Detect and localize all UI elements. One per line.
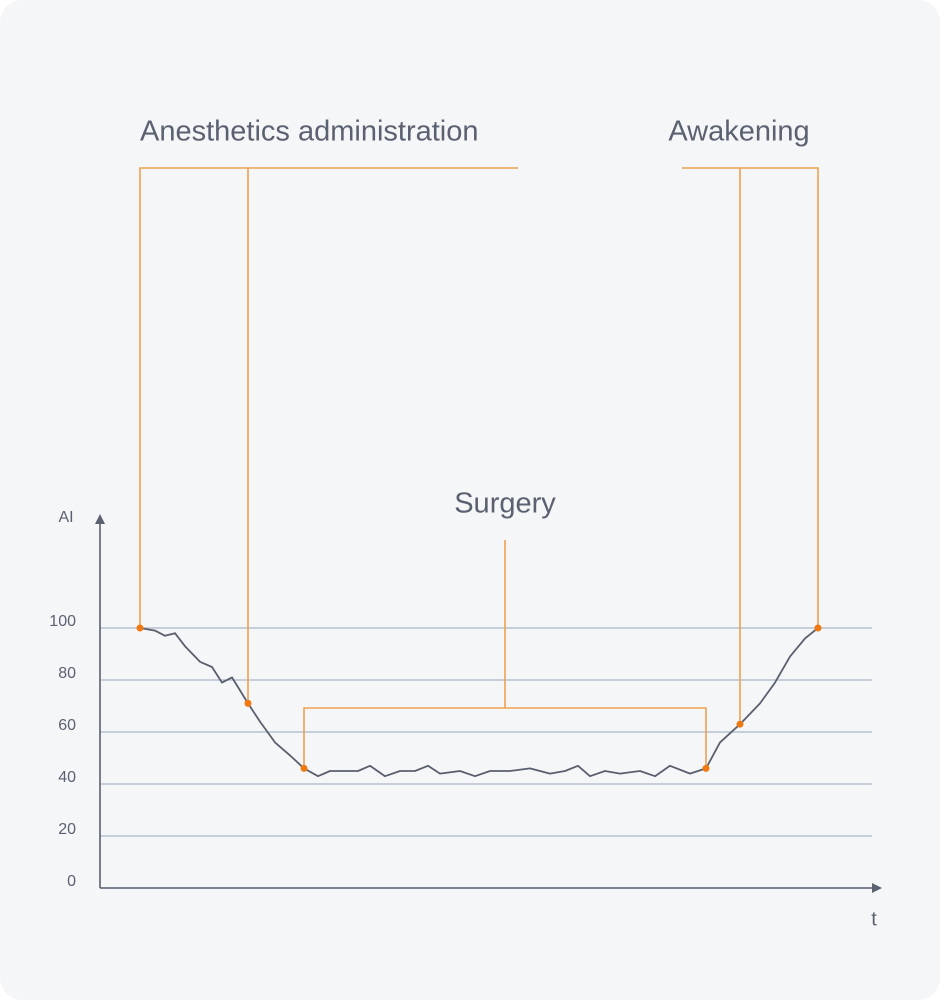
y-tick-label: 20 <box>58 821 76 838</box>
data-line <box>139 627 819 778</box>
event-marker <box>244 699 252 707</box>
x-axis-label: t <box>871 908 877 930</box>
annotations: Anesthetics administration Surgery Awakeni… <box>139 116 819 769</box>
event-marker <box>736 720 744 728</box>
event-marker <box>702 764 710 772</box>
event-marker <box>300 764 308 772</box>
plot <box>136 624 822 778</box>
event-marker <box>136 624 144 632</box>
bracket <box>303 540 707 769</box>
y-tick-label: 40 <box>58 769 76 786</box>
bracket <box>139 167 518 704</box>
event-marker <box>814 624 822 632</box>
annotation-label: Anesthetics administration <box>140 116 479 148</box>
y-tick-label: 100 <box>49 613 76 630</box>
y-axis-arrow <box>95 514 105 524</box>
y-axis-label: AI <box>58 509 73 526</box>
annotation-label: Surgery <box>454 488 556 520</box>
y-tick-label: 0 <box>67 873 76 890</box>
bracket <box>682 167 819 725</box>
y-tick-label: 60 <box>58 717 76 734</box>
annotation-label: Awakening <box>668 116 809 148</box>
y-tick-label: 80 <box>58 665 76 682</box>
x-axis-arrow <box>872 883 882 893</box>
